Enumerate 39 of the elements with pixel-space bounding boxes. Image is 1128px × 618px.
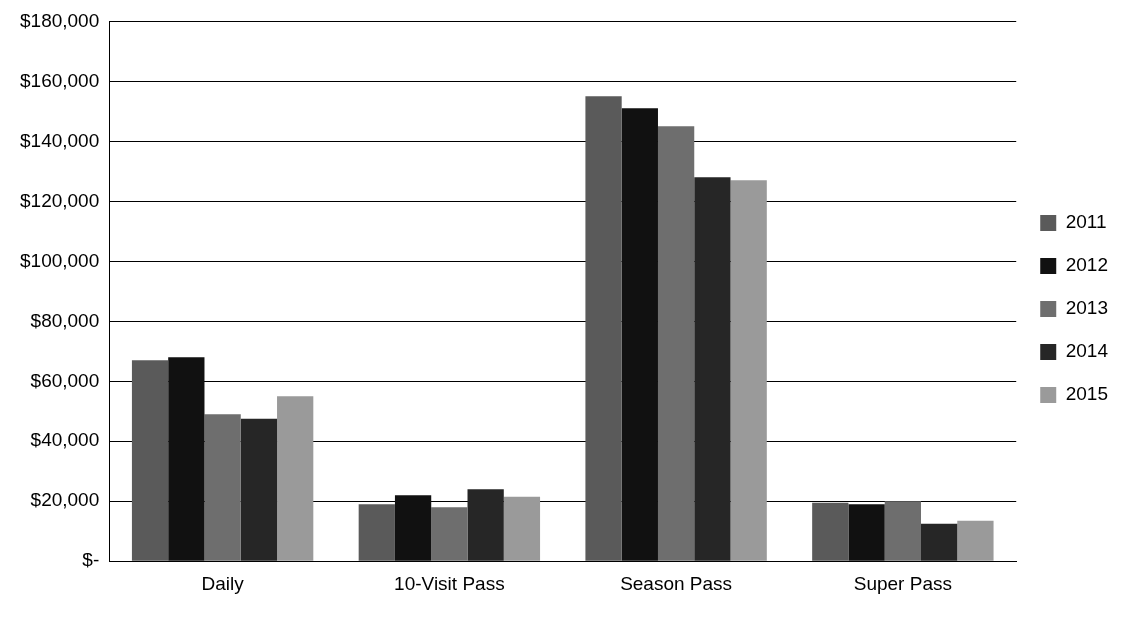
legend-label: 2011: [1065, 211, 1107, 233]
bar: [503, 496, 541, 561]
y-tick-label: $20,000: [30, 489, 100, 511]
x-tick-label: Super Pass: [853, 572, 952, 594]
bar: [730, 180, 767, 561]
y-tick-label: $60,000: [30, 369, 100, 391]
bar: [394, 495, 432, 561]
legend-label: 2014: [1065, 340, 1109, 362]
y-tick-label: $140,000: [20, 129, 100, 151]
bar: [358, 504, 395, 561]
bar: [621, 108, 658, 561]
bar: [240, 418, 278, 561]
y-tick-label: $80,000: [30, 309, 100, 331]
y-tick-label: $40,000: [30, 429, 100, 451]
bar: [884, 501, 921, 561]
bar: [848, 504, 885, 561]
x-tick-label: Season Pass: [620, 572, 733, 594]
bar: [957, 520, 994, 561]
y-tick-label: $160,000: [20, 69, 100, 91]
x-tick-label: Daily: [201, 572, 245, 594]
x-tick-label: 10-Visit Pass: [394, 572, 505, 594]
bar: [657, 126, 695, 561]
legend-label: 2015: [1065, 383, 1109, 405]
legend-label: 2012: [1065, 254, 1109, 276]
bar: [431, 507, 468, 561]
legend-label: 2013: [1065, 297, 1109, 319]
y-tick-label: $120,000: [20, 189, 100, 211]
bar: [921, 523, 958, 561]
bar: [131, 360, 169, 561]
bar: [585, 96, 622, 561]
y-tick-label: $100,000: [20, 249, 100, 271]
bar: [812, 502, 849, 561]
bar: [204, 414, 241, 561]
bar: [694, 177, 731, 561]
bar: [277, 396, 314, 561]
bar: [467, 489, 504, 561]
y-tick-label: $-: [82, 549, 100, 571]
bar: [168, 357, 205, 561]
y-tick-label: $180,000: [20, 9, 100, 31]
